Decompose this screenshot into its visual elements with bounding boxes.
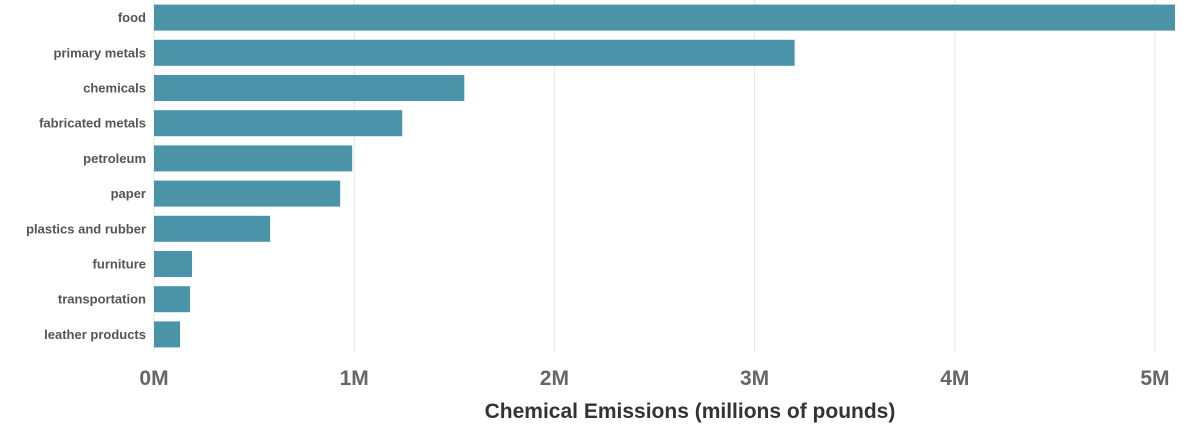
x-tick-label: 3M: [740, 367, 769, 390]
x-tick-labels: 0M 1M 2M 3M 4M 5M: [139, 367, 1169, 390]
bar: [154, 75, 465, 101]
x-tick-label: 5M: [1140, 367, 1169, 390]
bar: [154, 215, 271, 242]
category-label: food: [118, 10, 146, 25]
bar: [154, 251, 193, 277]
bars: [154, 4, 1175, 348]
x-axis-title: Chemical Emissions (millions of pounds): [485, 400, 896, 423]
category-label: transportation: [58, 292, 146, 307]
x-tick-label: 4M: [940, 367, 969, 390]
x-tick-label: 1M: [340, 367, 369, 390]
bar: [154, 145, 353, 172]
bar: [154, 110, 403, 137]
bar: [154, 321, 181, 348]
category-label: plastics and rubber: [26, 221, 146, 236]
category-label: leather products: [44, 327, 146, 342]
category-label: petroleum: [83, 151, 146, 166]
category-label: fabricated metals: [39, 116, 146, 131]
category-label: chemicals: [83, 81, 146, 96]
category-label: paper: [111, 186, 146, 201]
category-labels: food primary metals chemicals fabricated me…: [26, 10, 146, 342]
bar: [154, 180, 341, 207]
bar: [154, 286, 191, 313]
x-tick-label: 0M: [139, 367, 168, 390]
category-label: furniture: [93, 257, 146, 272]
bar: [154, 39, 795, 66]
category-label: primary metals: [54, 45, 147, 60]
bar: [154, 4, 1175, 31]
x-tick-label: 2M: [540, 367, 569, 390]
